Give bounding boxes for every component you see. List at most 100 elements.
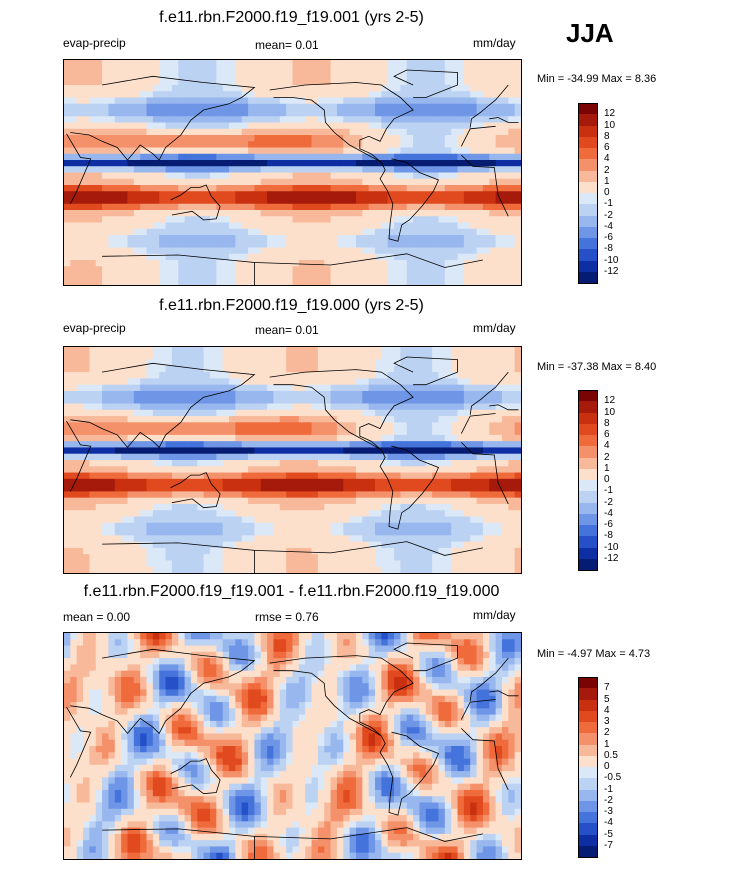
field-cell <box>76 516 84 524</box>
field-cell <box>203 541 211 549</box>
field-cell <box>400 390 408 398</box>
field-cell <box>279 485 287 492</box>
field-cell <box>298 260 306 267</box>
field-cell <box>330 478 338 486</box>
field-cell <box>64 228 71 236</box>
field-cell <box>482 222 490 230</box>
field-cell <box>444 116 452 123</box>
field-cell <box>248 197 255 205</box>
field-cell <box>140 272 147 280</box>
field-cell <box>394 472 401 480</box>
field-cell <box>241 497 249 505</box>
field-cell <box>229 416 236 423</box>
field-cell <box>165 247 173 255</box>
field-cell <box>64 478 71 486</box>
field-cell <box>292 466 300 473</box>
field-cell <box>425 91 433 98</box>
field-cell <box>298 397 306 404</box>
field-cell <box>260 128 268 136</box>
field-cell <box>203 453 211 461</box>
field-cell <box>419 409 427 417</box>
field-cell <box>457 428 465 436</box>
field-cell <box>260 353 268 360</box>
field-cell <box>501 178 509 186</box>
field-cell <box>286 216 293 223</box>
field-cell <box>476 359 484 367</box>
field-cell <box>349 416 357 423</box>
field-cell <box>267 272 274 280</box>
field-cell <box>311 516 319 524</box>
field-cell <box>70 147 78 155</box>
field-cell <box>470 503 477 511</box>
field-cell <box>368 510 376 517</box>
field-cell <box>83 116 90 123</box>
field-cell <box>444 428 452 436</box>
field-cell <box>451 372 458 379</box>
field-cell <box>432 78 439 86</box>
field-cell <box>190 397 198 404</box>
field-cell <box>514 160 521 167</box>
field-cell <box>203 116 211 123</box>
field-cell <box>406 128 414 136</box>
field-cell <box>178 103 185 111</box>
field-cell <box>406 535 414 543</box>
panel-1-title: f.e11.rbn.F2000.f19_f19.001 (yrs 2-5) <box>159 9 424 26</box>
field-cell <box>235 203 243 211</box>
field-cell <box>406 409 414 417</box>
field-cell <box>317 178 325 186</box>
field-cell <box>140 422 147 430</box>
field-cell <box>470 266 477 273</box>
field-cell <box>470 428 477 436</box>
field-cell <box>419 253 427 261</box>
field-cell <box>489 91 497 98</box>
field-cell <box>343 416 351 423</box>
field-cell <box>400 441 408 448</box>
field-cell <box>165 110 173 117</box>
field-cell <box>489 66 497 73</box>
field-cell <box>457 353 465 360</box>
field-cell <box>489 347 497 354</box>
field-cell <box>76 485 84 492</box>
field-cell <box>425 372 433 379</box>
field-cell <box>413 160 420 167</box>
field-cell <box>209 85 217 92</box>
field-cell <box>121 472 128 480</box>
field-cell <box>394 460 401 467</box>
field-cell <box>108 372 116 379</box>
field-cell <box>241 197 249 205</box>
field-cell <box>89 434 97 442</box>
field-cell <box>121 372 128 379</box>
field-cell <box>381 85 389 92</box>
field-cell <box>178 547 185 555</box>
field-cell <box>349 197 357 205</box>
field-cell <box>298 147 306 155</box>
field-cell <box>451 85 458 92</box>
field-cell <box>482 472 490 480</box>
field-cell <box>178 365 185 373</box>
field-cell <box>292 478 300 486</box>
field-cell <box>432 203 439 211</box>
field-cell <box>127 197 135 205</box>
field-cell <box>267 235 274 242</box>
field-cell <box>501 378 509 386</box>
field-cell <box>514 191 521 198</box>
field-cell <box>305 478 312 486</box>
field-cell <box>279 253 287 261</box>
field-cell <box>413 503 420 511</box>
field-cell <box>438 85 446 92</box>
field-cell <box>171 210 179 217</box>
field-cell <box>159 535 166 543</box>
field-cell <box>406 266 414 273</box>
field-cell <box>482 434 490 442</box>
field-cell <box>406 178 414 186</box>
field-cell <box>159 390 166 398</box>
field-cell <box>248 97 255 105</box>
field-cell <box>362 516 370 524</box>
field-cell <box>381 372 389 379</box>
field-cell <box>229 347 236 354</box>
field-cell <box>203 535 211 543</box>
field-cell <box>146 478 154 486</box>
field-cell <box>349 529 357 536</box>
field-cell <box>381 210 389 217</box>
field-cell <box>495 141 503 148</box>
